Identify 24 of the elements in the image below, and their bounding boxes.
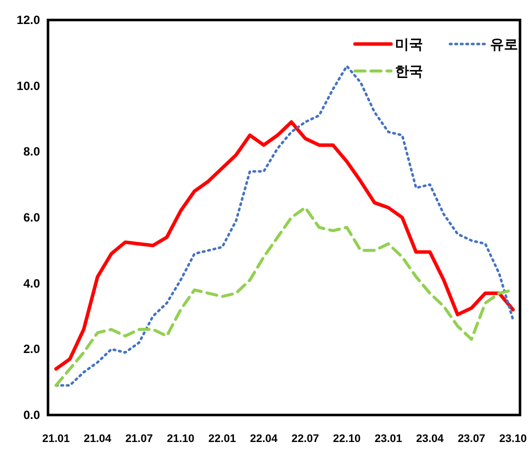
x-tick-label: 21.10 xyxy=(166,433,194,445)
x-tick-label: 23.01 xyxy=(374,433,402,445)
x-tick-label: 22.01 xyxy=(208,433,236,445)
y-tick-label: 10.0 xyxy=(16,78,40,93)
y-tick-label: 0.0 xyxy=(23,408,40,422)
x-tick-label: 21.01 xyxy=(42,433,70,445)
x-tick-label: 22.10 xyxy=(333,433,361,445)
y-tick-label: 2.0 xyxy=(23,342,40,356)
legend-label: 유로 xyxy=(490,36,518,52)
y-tick-label: 4.0 xyxy=(23,276,40,290)
line-series xyxy=(54,64,514,387)
y-tick-label: 12.0 xyxy=(16,13,40,27)
x-tick-label: 21.07 xyxy=(125,433,153,445)
x-tick-label: 23.04 xyxy=(416,433,445,445)
x-tick-label: 22.07 xyxy=(292,433,320,445)
y-tick-label: 6.0 xyxy=(23,210,40,224)
x-tick-label: 22.04 xyxy=(250,433,278,445)
y-tick-label: 8.0 xyxy=(23,144,40,159)
x-tick-label: 23.10 xyxy=(499,433,527,445)
legend-label: 미국 xyxy=(395,36,423,52)
line-series xyxy=(54,120,515,371)
x-tick-label: 21.04 xyxy=(84,433,112,445)
x-tick-label: 23.07 xyxy=(458,433,486,445)
legend-label: 한국 xyxy=(395,63,423,79)
